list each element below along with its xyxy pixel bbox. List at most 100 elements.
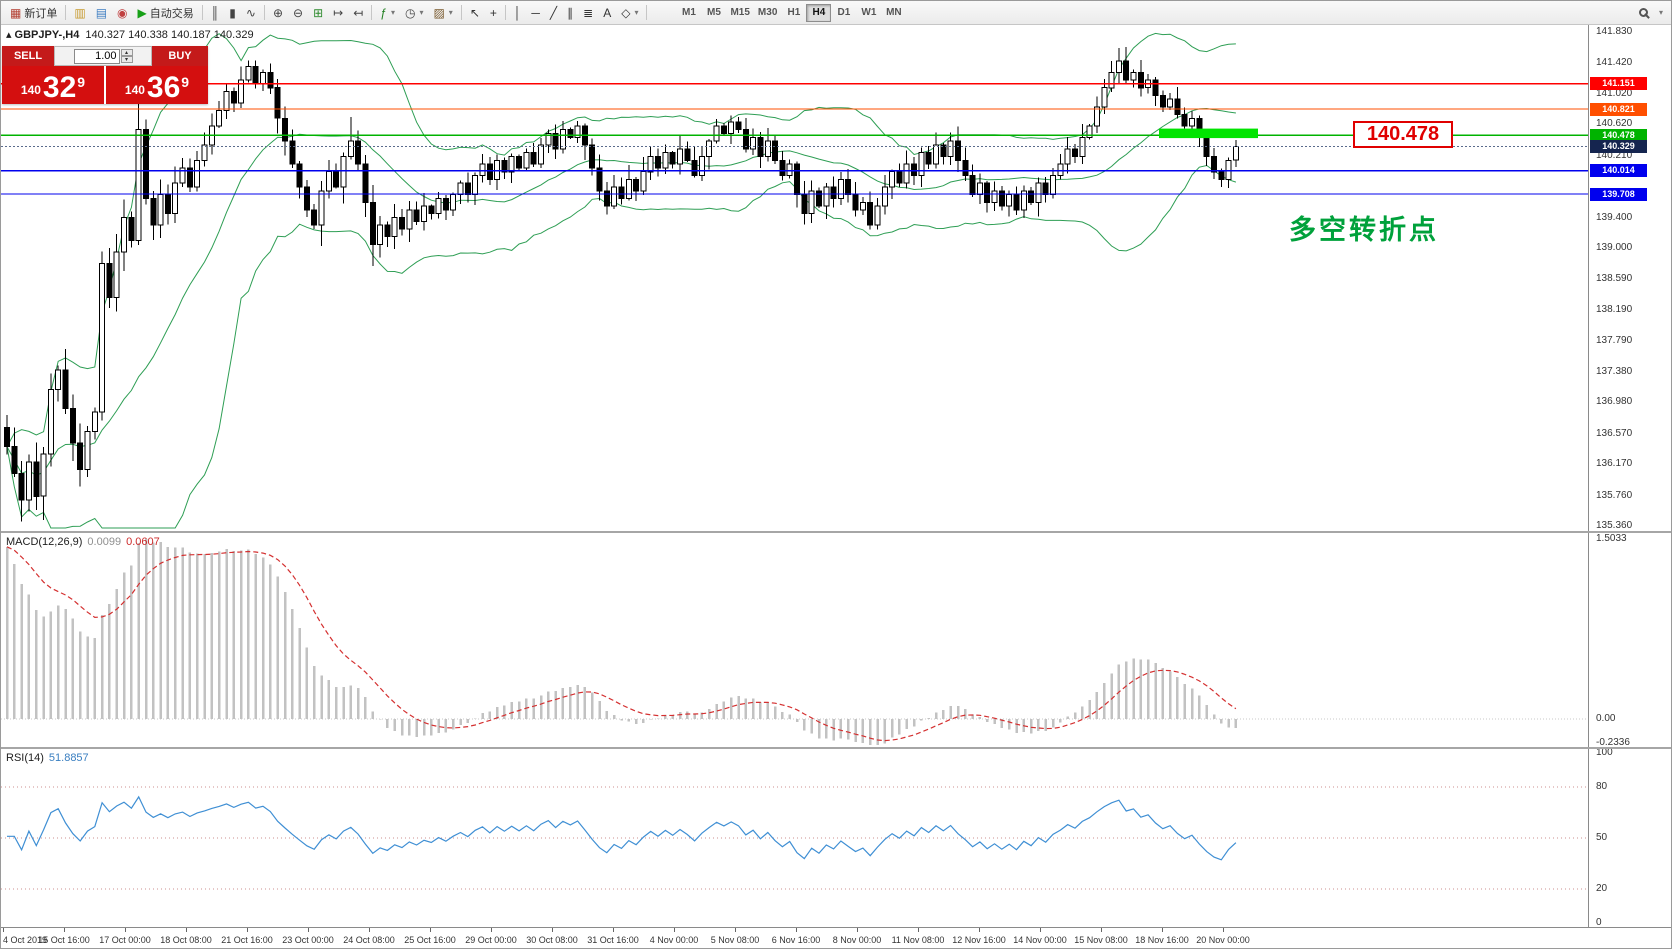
- time-axis-label: 29 Oct 00:00: [465, 935, 517, 945]
- fibonacci-icon[interactable]: ≣: [578, 3, 598, 23]
- time-axis-tick: [247, 928, 248, 932]
- new-order-button-label: 新订单: [24, 7, 58, 20]
- volume-up-icon[interactable]: ▴: [120, 49, 133, 56]
- time-axis-tick: [1101, 928, 1102, 932]
- horizontal-line-icon[interactable]: ─: [526, 3, 545, 23]
- trendline-icon: ╱: [549, 5, 558, 20]
- price-tick: 135.760: [1596, 489, 1633, 501]
- volume-input[interactable]: [73, 48, 120, 64]
- trendline-icon[interactable]: ╱: [545, 3, 562, 23]
- line-chart-icon: ∿: [245, 5, 256, 20]
- volume-control: ▴ ▾: [54, 46, 152, 66]
- rsi-canvas[interactable]: [1, 749, 1588, 927]
- text-icon[interactable]: A: [598, 3, 616, 23]
- rsi-value: 51.8857: [48, 752, 89, 764]
- horizontal-line-icon: ─: [531, 5, 540, 20]
- market-watch-icon[interactable]: ◉: [112, 3, 132, 23]
- time-axis-label: 30 Oct 08:00: [526, 935, 578, 945]
- crosshair-icon[interactable]: +: [485, 3, 502, 23]
- timeframe-button-M5[interactable]: M5: [707, 7, 721, 18]
- shapes-icon: ◇: [621, 5, 631, 20]
- toolbar-separator: [646, 5, 648, 20]
- time-axis-label: 6 Nov 16:00: [771, 935, 821, 945]
- search-button[interactable]: [1634, 3, 1653, 23]
- auto-scroll-icon[interactable]: ↦: [328, 3, 348, 23]
- sell-label[interactable]: SELL: [2, 46, 54, 66]
- toolbar-separator: [263, 5, 265, 20]
- time-axis-tick: [979, 928, 980, 932]
- rsi-line: [7, 795, 1237, 861]
- time-axis-label: 15 Nov 08:00: [1074, 935, 1128, 945]
- time-axis-tick: [3, 928, 4, 932]
- time-axis-label: 18 Oct 08:00: [160, 935, 212, 945]
- vertical-line-icon[interactable]: │: [509, 3, 527, 23]
- time-axis-tick: [369, 928, 370, 932]
- timeframe-button-M15[interactable]: M15: [730, 7, 750, 18]
- panel-separator[interactable]: [1, 747, 1671, 749]
- time-axis-label: 20 Nov 00:00: [1196, 935, 1250, 945]
- candlestick-chart-icon[interactable]: ▮: [224, 3, 241, 23]
- toolbar-overflow-chevron[interactable]: ▾: [1658, 8, 1663, 17]
- price-tick: 140.210: [1596, 149, 1633, 161]
- zoom-in-icon[interactable]: ⊕: [268, 3, 288, 23]
- rsi-name: RSI(14): [6, 752, 44, 764]
- indicators-icon: ƒ: [380, 5, 387, 20]
- text-icon: A: [603, 5, 612, 20]
- sell-button[interactable]: 140 32 9: [2, 66, 104, 104]
- chevron-down-icon: ▾: [634, 8, 639, 17]
- time-axis-tick: [1223, 928, 1224, 932]
- new-order-icon: ▦: [10, 5, 22, 20]
- auto-scroll-icon: ↦: [333, 5, 344, 20]
- data-window-icon: ▤: [95, 5, 108, 20]
- data-window-icon[interactable]: ▤: [91, 3, 112, 23]
- autotrade-button-label: 自动交易: [149, 7, 194, 20]
- candlestick-chart-icon: ▮: [229, 5, 236, 20]
- price-tick: 140.620: [1596, 118, 1633, 130]
- macd-canvas[interactable]: [1, 533, 1588, 747]
- price-tick: 136.170: [1596, 458, 1633, 470]
- timeframe-button-MN[interactable]: MN: [886, 7, 902, 18]
- time-axis-tick: [552, 928, 553, 932]
- bar-chart-icon[interactable]: ║: [206, 3, 225, 23]
- zoom-out-icon: ⊖: [293, 5, 304, 20]
- time-axis-label: 11 Nov 08:00: [891, 935, 945, 945]
- time-axis[interactable]: 4 Oct 2019 15 Oct 16:00 17 Oct 00:00 18 Oct…: [1, 927, 1671, 948]
- macd-name: MACD(12,26,9): [6, 536, 83, 548]
- equidistant-channel-icon[interactable]: ∥: [562, 3, 578, 23]
- buy-button[interactable]: 140 36 9: [106, 66, 208, 104]
- shapes-button[interactable]: ◇ ▾: [616, 3, 643, 23]
- timeframe-bar: M1 M5 M15 M30 H1 H4 D1 W1 MN: [676, 3, 906, 22]
- time-axis-tick: [1162, 928, 1163, 932]
- timeframe-button-H4[interactable]: H4: [806, 3, 832, 22]
- charts-icon[interactable]: ▥: [69, 3, 90, 23]
- line-chart-icon[interactable]: ∿: [241, 3, 261, 23]
- time-axis-tick: [1040, 928, 1041, 932]
- price-tick: 136.570: [1596, 427, 1633, 439]
- cursor-icon[interactable]: ↖: [465, 3, 485, 23]
- autotrade-button[interactable]: ▶ 自动交易: [133, 3, 199, 23]
- highlight-rectangle: [1159, 128, 1258, 139]
- bar-chart-icon: ║: [210, 5, 220, 20]
- chart-shift-icon[interactable]: ↤: [348, 3, 368, 23]
- panel-separator[interactable]: [1, 531, 1671, 533]
- periods-button[interactable]: ◷ ▾: [400, 3, 429, 23]
- chevron-down-icon: ▾: [390, 8, 395, 17]
- time-axis-tick: [735, 928, 736, 932]
- timeframe-button-W1[interactable]: W1: [861, 7, 877, 18]
- indicators-button[interactable]: ƒ ▾: [375, 3, 400, 23]
- templates-button[interactable]: ▨ ▾: [428, 3, 457, 23]
- volume-down-icon[interactable]: ▾: [120, 56, 133, 63]
- price-scale[interactable]: 141.830 141.420 141.020 140.620 140.210 139.4…: [1588, 25, 1671, 928]
- zoom-out-icon[interactable]: ⊖: [288, 3, 308, 23]
- buy-label[interactable]: BUY: [152, 46, 208, 66]
- tile-windows-icon[interactable]: ⊞: [308, 3, 328, 23]
- timeframe-button-D1[interactable]: D1: [837, 7, 851, 18]
- timeframe-button-H1[interactable]: H1: [787, 7, 801, 18]
- timeframe-button-M1[interactable]: M1: [682, 7, 696, 18]
- main-chart-canvas[interactable]: [1, 25, 1588, 531]
- price-tick: 141.020: [1596, 87, 1633, 99]
- timeframe-button-M30[interactable]: M30: [757, 7, 778, 18]
- new-order-button[interactable]: ▦ 新订单: [5, 3, 62, 23]
- price-line-label: 140.478: [1590, 128, 1647, 142]
